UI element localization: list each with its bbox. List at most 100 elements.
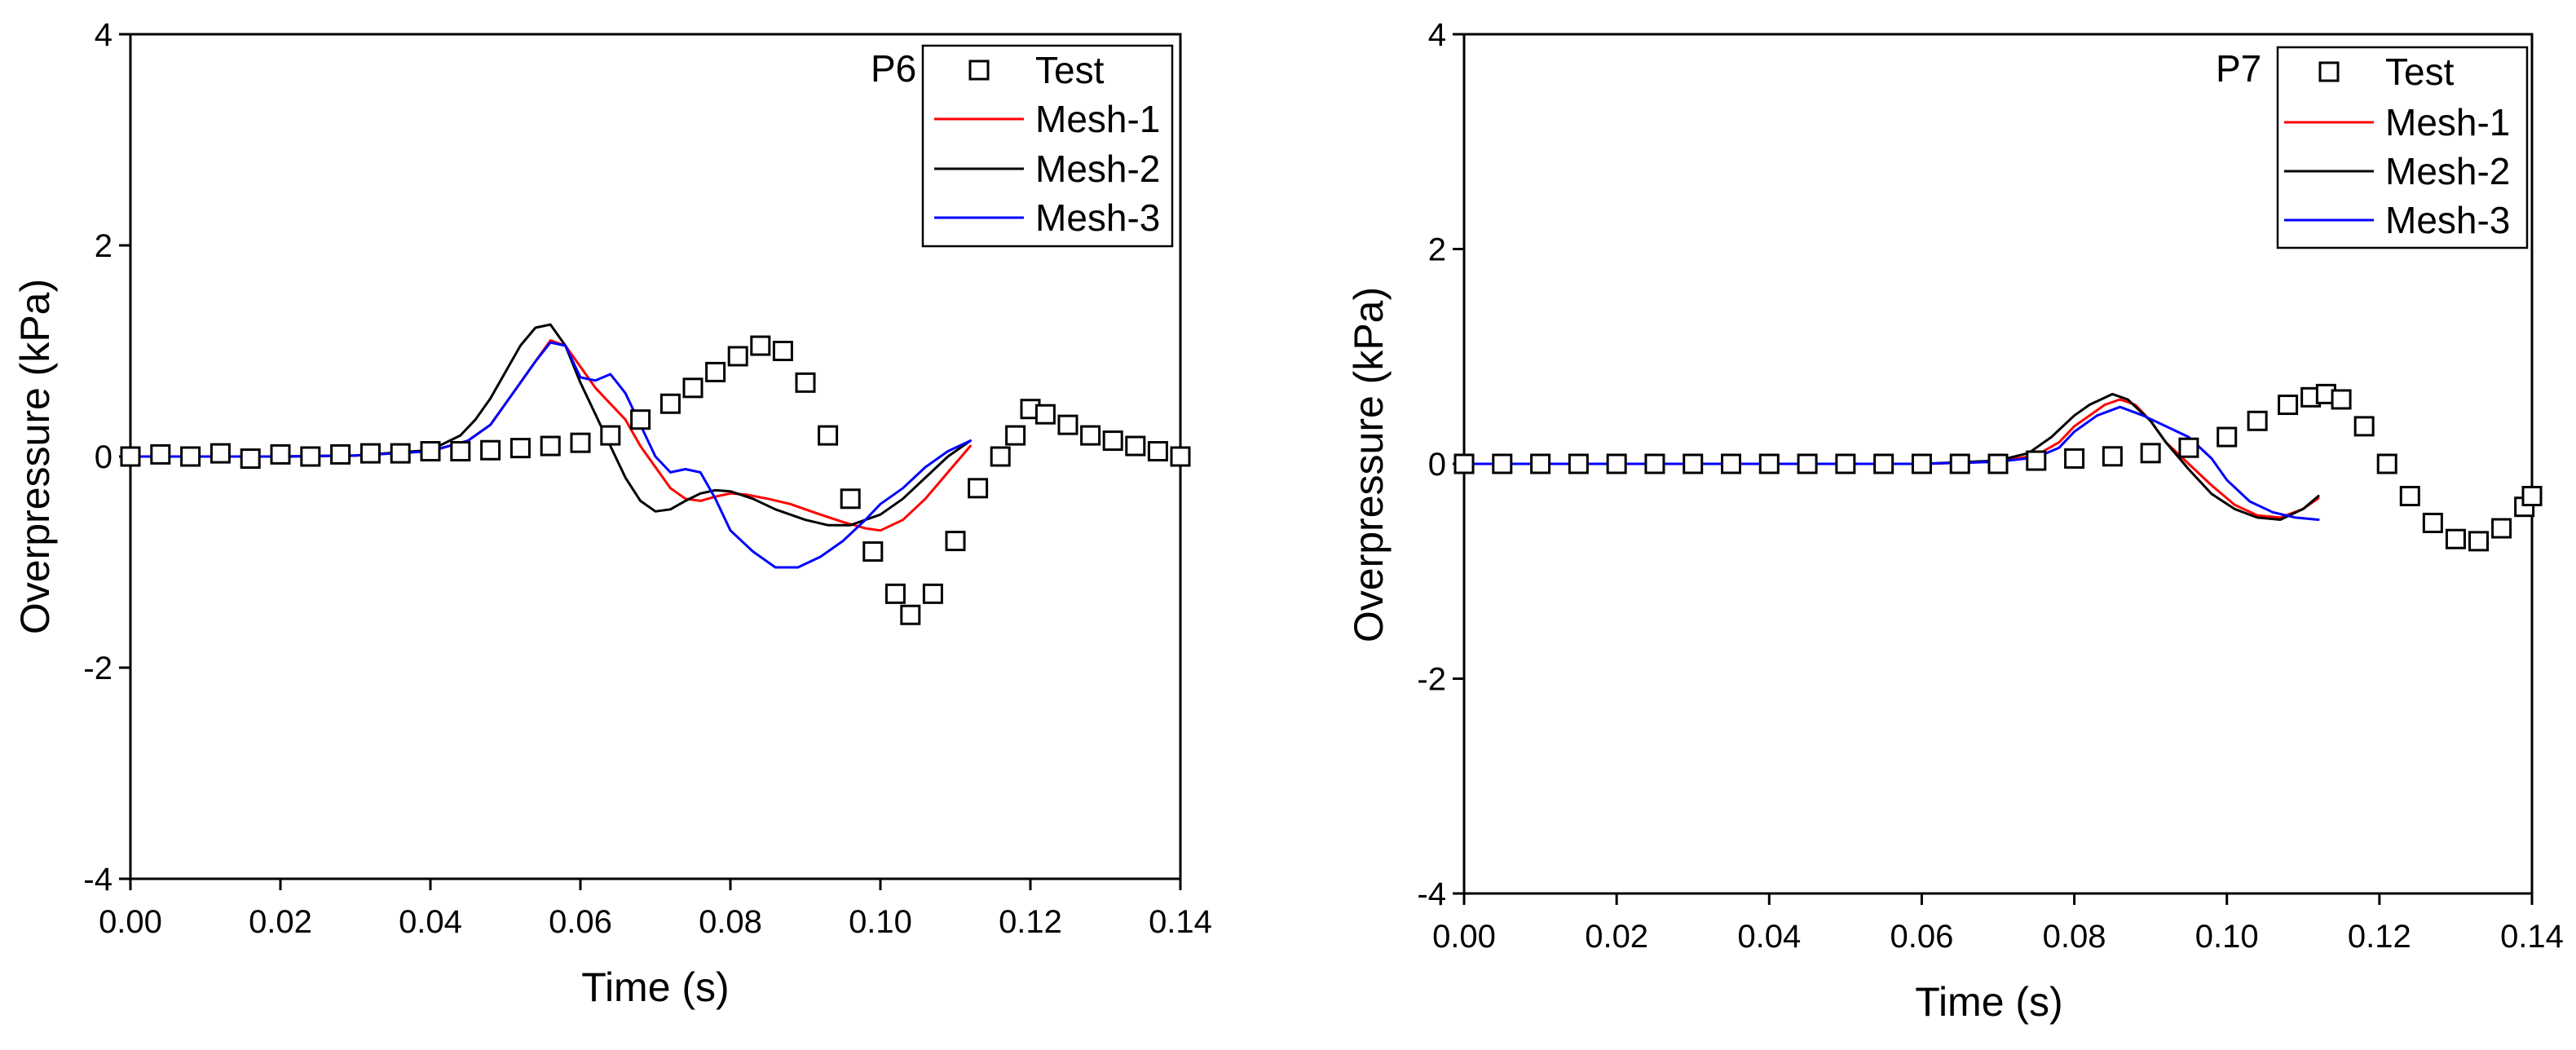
x-tick-label: 0.04 <box>1737 919 1801 955</box>
x-tick-label: 0.12 <box>2348 919 2411 955</box>
test-data-point <box>2521 486 2543 507</box>
test-data-point <box>2247 410 2268 431</box>
test-data-point <box>1147 441 1168 462</box>
x-tick-label: 0.08 <box>2043 919 2106 955</box>
test-data-point <box>795 372 816 393</box>
test-data-point <box>1057 414 1078 435</box>
x-tick-label: 0.14 <box>2500 919 2564 955</box>
test-data-point <box>727 346 748 367</box>
test-data-point <box>2217 426 2238 448</box>
x-axis-title: Time (s) <box>581 964 729 1010</box>
test-data-point <box>359 443 381 464</box>
x-axis-ticks: 0.00 0.02 0.04 0.06 0.08 0.10 0.12 0.14 <box>99 879 1212 940</box>
test-data-point <box>2353 416 2375 437</box>
x-axis-ticks: 0.00 0.02 0.04 0.06 0.08 0.10 0.12 0.14 <box>1432 893 2564 955</box>
x-tick-label: 0.08 <box>699 904 762 940</box>
test-data-point <box>705 361 726 382</box>
y-tick-label: -4 <box>83 862 112 898</box>
test-data-point <box>2102 446 2123 467</box>
plot-area <box>120 323 1191 625</box>
test-data-point <box>2399 486 2420 507</box>
test-data-point <box>682 377 704 399</box>
test-data-point <box>120 446 141 467</box>
test-data-point <box>1080 425 1101 446</box>
x-tick-label: 0.06 <box>549 904 612 940</box>
test-data-point <box>2491 518 2512 539</box>
test-data-point <box>1453 453 1475 474</box>
legend: P6 Test Mesh-1 Mesh-2 Mesh-3 <box>871 44 1174 248</box>
test-data-point <box>1530 453 1551 474</box>
test-data-point <box>2178 437 2199 458</box>
y-tick-label: 0 <box>1428 447 1446 483</box>
test-data-point <box>1125 435 1146 457</box>
test-data-point <box>2331 389 2352 410</box>
test-data-point <box>1005 425 1026 446</box>
x-tick-label: 0.14 <box>1149 904 1212 940</box>
y-tick-label: -4 <box>1417 876 1446 912</box>
panel-label: P7 <box>2216 47 2261 90</box>
test-data-point <box>2026 450 2047 471</box>
test-data-point <box>1758 453 1780 474</box>
test-data-point <box>922 583 943 604</box>
test-data-point <box>968 478 989 499</box>
test-data-point <box>420 441 441 462</box>
y-tick-label: 4 <box>95 17 112 53</box>
test-data-point <box>1606 453 1627 474</box>
test-data-point <box>1034 404 1056 425</box>
test-data-point <box>330 443 351 465</box>
legend-marker-test <box>968 60 990 81</box>
test-data-point <box>2422 512 2443 533</box>
test-data-point <box>2278 395 2299 416</box>
test-data-point <box>1102 430 1123 452</box>
test-data-point <box>900 604 921 625</box>
test-data-point <box>1568 453 1589 474</box>
test-data-point <box>884 583 906 604</box>
x-tick-label: 0.10 <box>2195 919 2259 955</box>
series-line-mesh-2 <box>129 323 972 527</box>
test-data-point <box>945 531 966 552</box>
test-data-point <box>750 335 771 356</box>
x-tick-label: 0.00 <box>1432 919 1496 955</box>
y-axis-title: Overpressure (kPa) <box>12 279 58 634</box>
legend-label-test: Test <box>2385 51 2455 93</box>
y-tick-label: 4 <box>1428 17 1446 53</box>
test-data-point <box>210 443 231 464</box>
x-tick-label: 0.12 <box>999 904 1062 940</box>
y-axis-ticks: -4 -2 0 2 4 <box>83 17 130 898</box>
legend-label-mesh-2: Mesh-2 <box>1035 148 1160 190</box>
test-data-point <box>1873 453 1895 474</box>
test-data-point <box>1492 453 1513 474</box>
test-data-point <box>2468 531 2489 552</box>
test-data-point <box>1987 453 2009 474</box>
x-tick-label: 0.06 <box>1890 919 1953 955</box>
test-data-point <box>570 432 591 453</box>
x-tick-label: 0.02 <box>249 904 312 940</box>
test-data-point <box>540 435 561 457</box>
legend-label-mesh-1: Mesh-1 <box>1035 98 1160 140</box>
test-data-point <box>1835 453 1856 474</box>
test-data-point <box>270 443 291 465</box>
test-data-point <box>1911 453 1932 474</box>
test-data-point <box>2376 453 2397 474</box>
chart-panel-p7: 0.00 0.02 0.04 0.06 0.08 0.10 0.12 0.14 -4 -2 0 2 4… <box>1346 17 2564 1025</box>
test-data-point <box>450 441 471 462</box>
panel-label: P6 <box>871 47 916 90</box>
test-data-point <box>2064 448 2085 469</box>
x-tick-label: 0.04 <box>399 904 462 940</box>
y-tick-label: 2 <box>1428 232 1446 268</box>
y-tick-label: -2 <box>1417 662 1446 698</box>
test-data-point <box>1721 453 1741 474</box>
test-data-point <box>990 446 1011 467</box>
test-data-point <box>862 541 884 562</box>
legend-label-mesh-3: Mesh-3 <box>2385 199 2510 241</box>
legend-label-mesh-3: Mesh-3 <box>1035 196 1160 239</box>
test-data-point <box>772 341 793 361</box>
legend-box <box>921 44 1174 248</box>
test-data-point <box>390 443 411 464</box>
test-data-point <box>1683 453 1704 474</box>
test-data-point <box>818 425 839 446</box>
test-data-point <box>1949 453 1970 474</box>
legend-label-mesh-2: Mesh-2 <box>2385 150 2510 192</box>
y-axis-ticks: -4 -2 0 2 4 <box>1417 17 1464 912</box>
y-axis-title: Overpressure (kPa) <box>1346 287 1392 642</box>
